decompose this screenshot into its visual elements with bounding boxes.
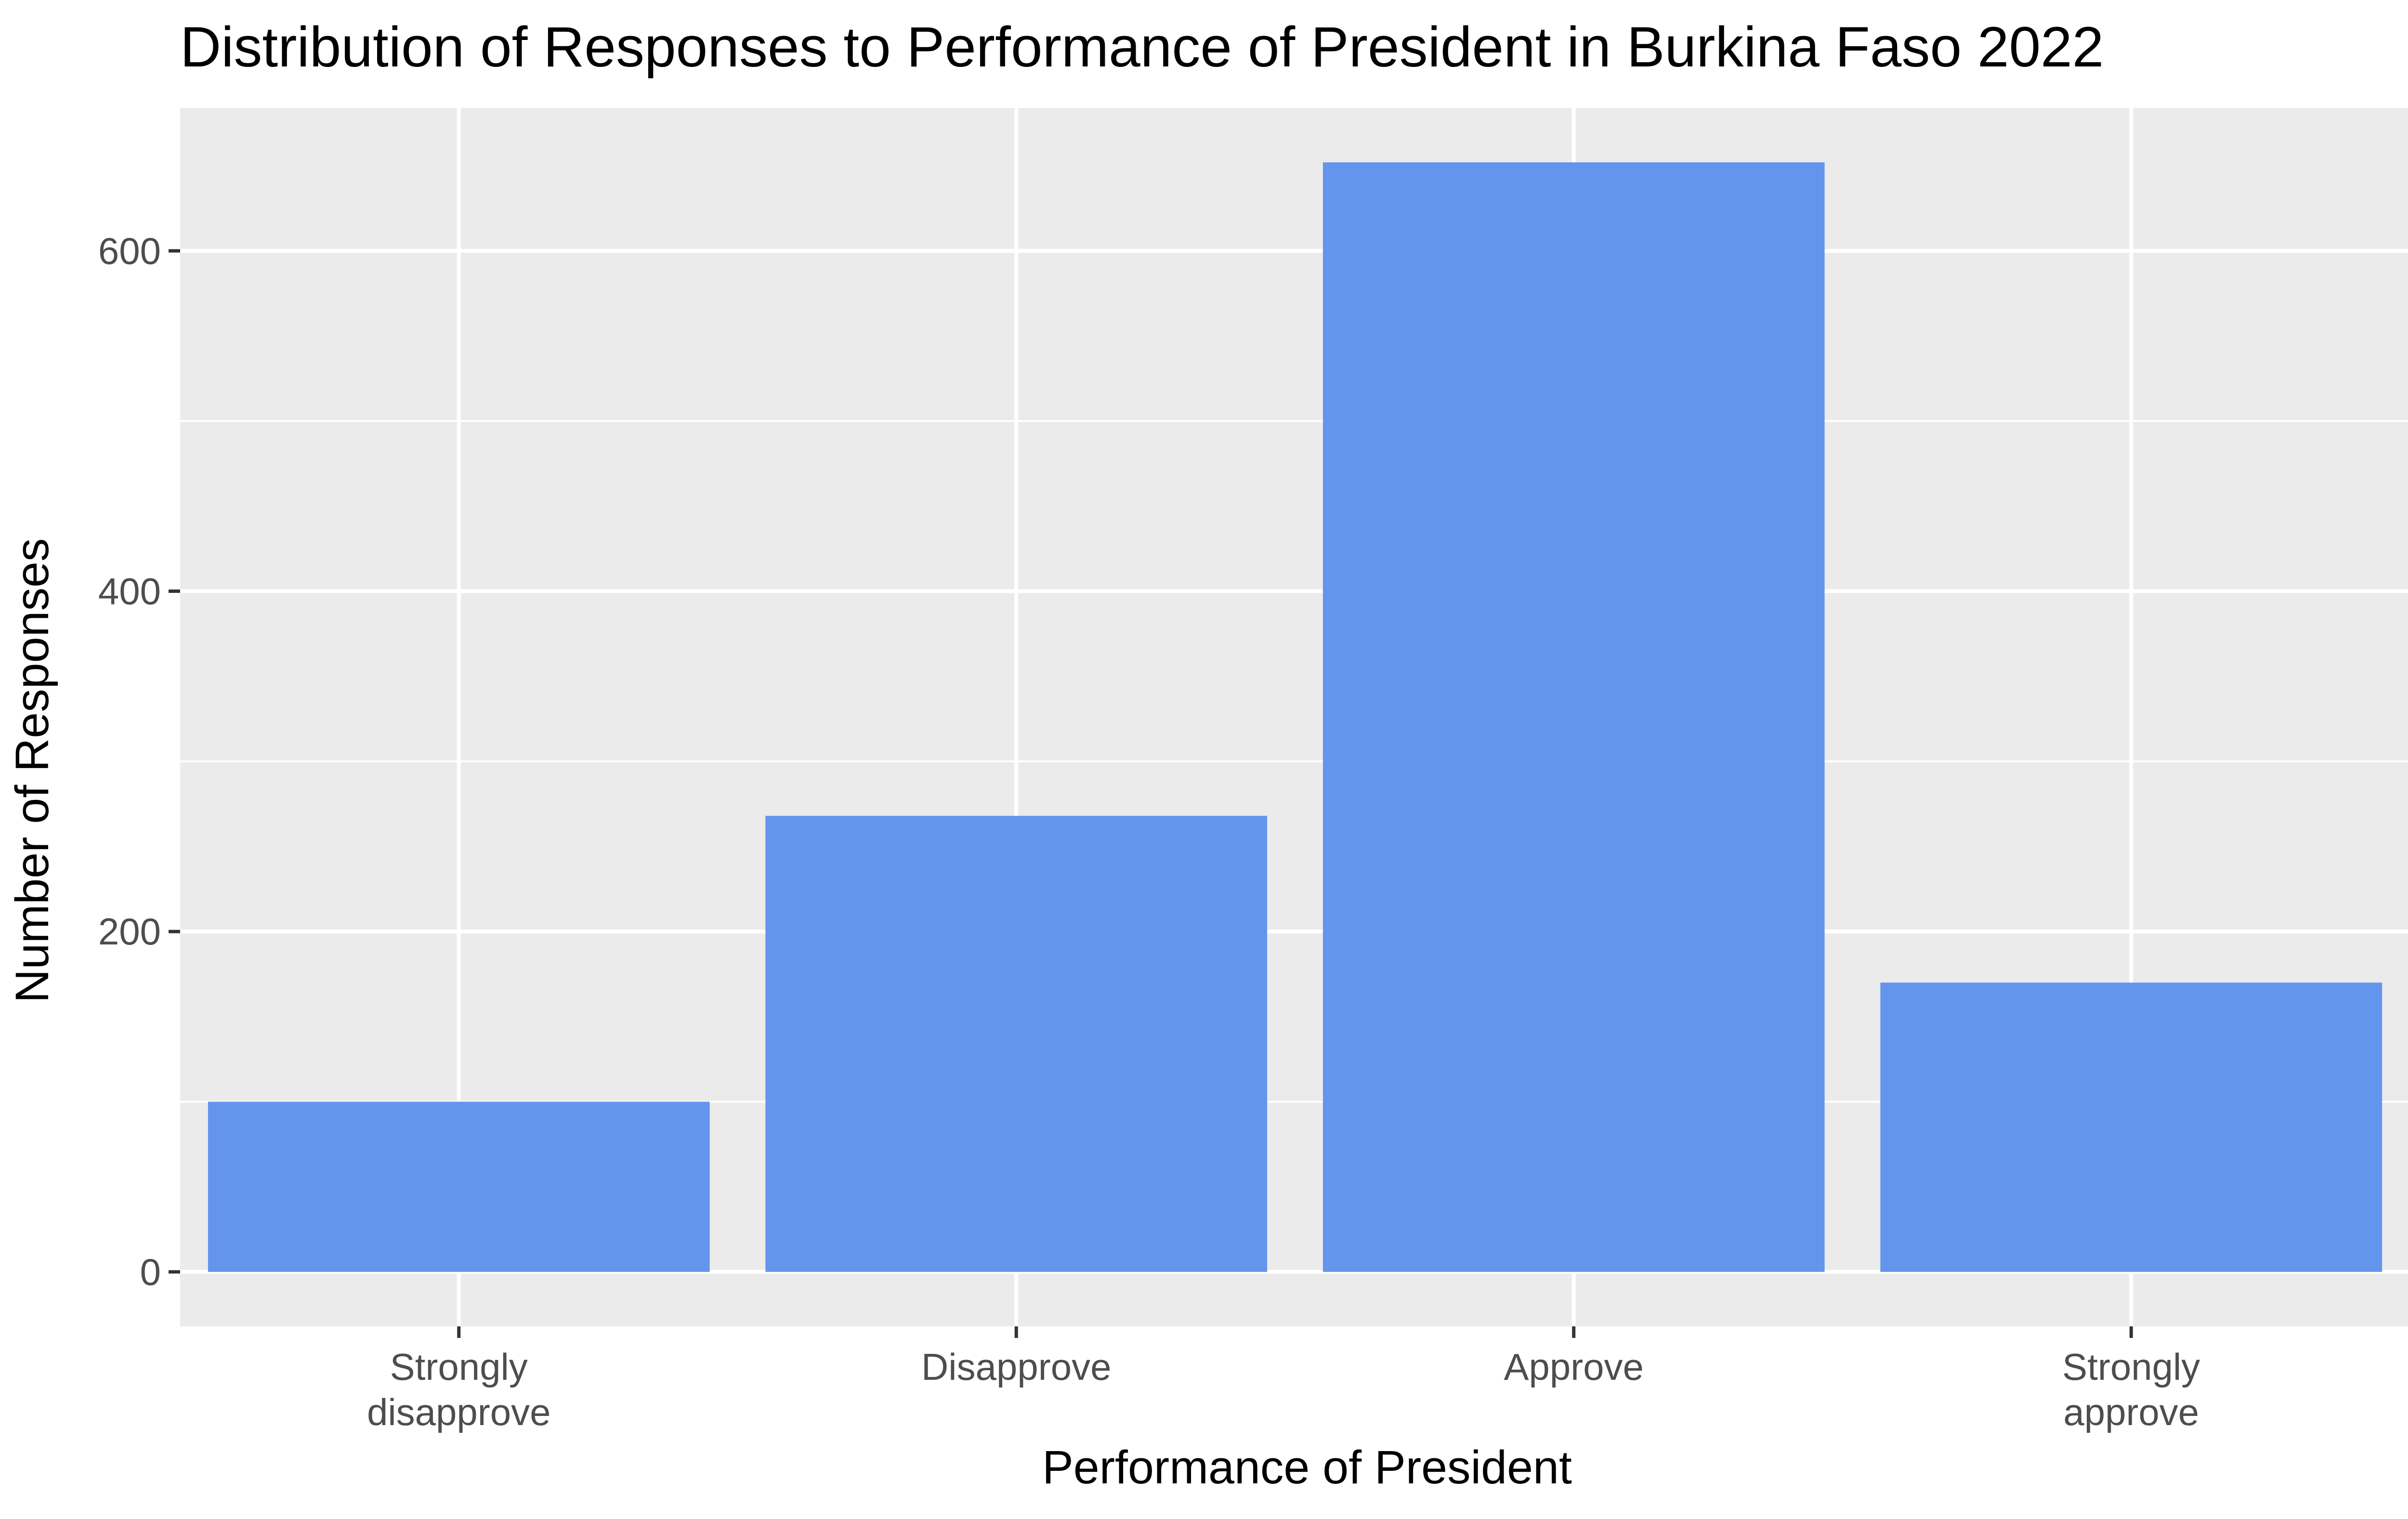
y-tick-label-200: 200 [98,910,161,953]
bars [208,162,2382,1272]
x-tick-label-disapprove: Disapprove [921,1346,1112,1388]
bar-approve [1322,162,1825,1272]
y-axis: 0 200 400 600 [98,230,180,1293]
x-tick-label-strongly-approve: Strongly approve [2062,1346,2200,1433]
x-tick-label-strongly-disapprove: Strongly disapprove [367,1346,551,1433]
y-axis-title: Number of Responses [6,538,58,1003]
chart-title: Distribution of Responses to Performance… [180,15,2104,79]
y-tick-label-400: 400 [98,570,161,613]
bar-strongly-approve [1880,982,2382,1272]
x-axis: Strongly disapprove Disapprove Approve Stron… [367,1326,2200,1433]
y-tick-label-0: 0 [140,1251,161,1293]
x-axis-title: Performance of President [1042,1441,1572,1493]
bar-disapprove [765,815,1268,1272]
bar-strongly-disapprove [208,1101,710,1272]
y-tick-label-600: 600 [98,230,161,272]
x-tick-label-approve: Approve [1504,1346,1644,1388]
